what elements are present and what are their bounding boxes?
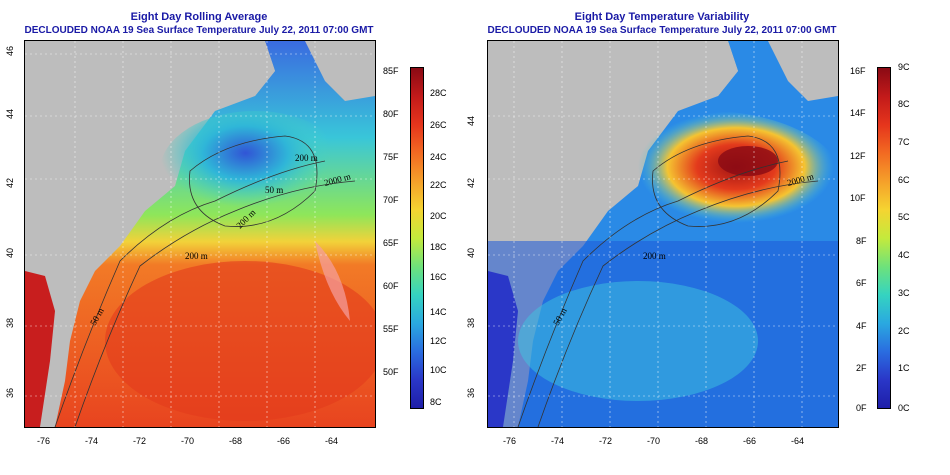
right-colorbar-f-16: 16F xyxy=(850,66,866,76)
left-colorbar-c-20: 20C xyxy=(430,211,447,221)
left-ytick-40: 40 xyxy=(5,247,16,259)
right-map-subtitle: DECLOUDED NOAA 19 Sea Surface Temperatur… xyxy=(487,25,837,36)
right-colorbar-c-9: 9C xyxy=(898,62,910,72)
left-colorbar-c-14: 14C xyxy=(430,307,447,317)
right-ytick-44: 44 xyxy=(466,115,477,127)
right-xtick-5: -68 xyxy=(695,436,709,446)
right-xtick-3: -72 xyxy=(599,436,613,446)
left-xtick-2: -74 xyxy=(85,436,99,446)
left-xtick-5: -68 xyxy=(229,436,243,446)
left-colorbar-c-18: 18C xyxy=(430,242,447,252)
right-colorbar-c-8: 8C xyxy=(898,99,910,109)
left-map-subtitle: DECLOUDED NOAA 19 Sea Surface Temperatur… xyxy=(24,25,374,36)
left-colorbar-c-24: 24C xyxy=(430,152,447,162)
right-ytick-40: 40 xyxy=(466,247,477,259)
left-colorbar-c-8: 8C xyxy=(430,397,442,407)
right-colorbar-c-5: 5C xyxy=(898,212,910,222)
right-colorbar-f-0: 0F xyxy=(856,403,867,413)
right-contour-label-200m: 200 m xyxy=(643,251,666,261)
left-xtick-4: -70 xyxy=(181,436,195,446)
left-colorbar-f-80: 80F xyxy=(383,109,399,119)
left-map-title: Eight Day Rolling Average xyxy=(130,11,268,23)
left-contour-label-200m-a: 200 m xyxy=(185,251,208,261)
right-ytick-36: 36 xyxy=(466,387,477,399)
right-xtick-1: -76 xyxy=(503,436,517,446)
left-colorbar-f-60: 60F xyxy=(383,281,399,291)
left-xtick-6: -66 xyxy=(277,436,291,446)
left-colorbar-f-65: 65F xyxy=(383,238,399,248)
right-colorbar-f-8: 8F xyxy=(856,236,867,246)
left-colorbar-f-75: 75F xyxy=(383,152,399,162)
right-colorbar-f-12: 12F xyxy=(850,151,866,161)
left-colorbar-c-28: 28C xyxy=(430,88,447,98)
right-map-graphic: 200 m 2000 m 50 m xyxy=(488,41,838,427)
right-colorbar-f-10: 10F xyxy=(850,193,866,203)
right-variability-map: 200 m 2000 m 50 m xyxy=(487,40,839,428)
left-colorbar-c-26: 26C xyxy=(430,120,447,130)
right-colorbar xyxy=(877,67,891,409)
right-xtick-6: -66 xyxy=(743,436,757,446)
right-ytick-42: 42 xyxy=(466,177,477,189)
right-colorbar-c-2: 2C xyxy=(898,326,910,336)
left-xtick-1: -76 xyxy=(37,436,51,446)
left-ytick-38: 38 xyxy=(5,317,16,329)
left-xtick-3: -72 xyxy=(133,436,147,446)
right-ytick-38: 38 xyxy=(466,317,477,329)
right-colorbar-f-14: 14F xyxy=(850,108,866,118)
right-colorbar-f-4: 4F xyxy=(856,321,867,331)
left-ytick-44: 44 xyxy=(5,108,16,120)
left-sst-map: 50 m 200 m 200 m 200 m 2000 m 50 m xyxy=(24,40,376,428)
right-colorbar-c-1: 1C xyxy=(898,363,910,373)
left-colorbar-c-12: 12C xyxy=(430,336,447,346)
left-map-graphic: 50 m 200 m 200 m 200 m 2000 m 50 m xyxy=(25,41,375,427)
left-colorbar xyxy=(410,67,424,409)
right-xtick-4: -70 xyxy=(647,436,661,446)
left-colorbar-f-55: 55F xyxy=(383,324,399,334)
left-ytick-46: 46 xyxy=(5,45,16,57)
left-ytick-36: 36 xyxy=(5,387,16,399)
left-colorbar-f-70: 70F xyxy=(383,195,399,205)
right-colorbar-c-3: 3C xyxy=(898,288,910,298)
right-colorbar-c-6: 6C xyxy=(898,175,910,185)
left-contour-label-200m-c: 200 m xyxy=(295,153,318,163)
right-colorbar-f-2: 2F xyxy=(856,363,867,373)
left-contour-label-50m-b: 50 m xyxy=(265,185,283,195)
right-colorbar-c-7: 7C xyxy=(898,137,910,147)
right-colorbar-f-6: 6F xyxy=(856,278,867,288)
left-ytick-42: 42 xyxy=(5,177,16,189)
right-colorbar-c-4: 4C xyxy=(898,250,910,260)
right-colorbar-c-0: 0C xyxy=(898,403,910,413)
right-map-title: Eight Day Temperature Variability xyxy=(574,11,750,23)
right-xtick-7: -64 xyxy=(791,436,805,446)
left-colorbar-f-50: 50F xyxy=(383,367,399,377)
left-colorbar-c-10: 10C xyxy=(430,365,447,375)
left-colorbar-f-85: 85F xyxy=(383,66,399,76)
left-colorbar-c-22: 22C xyxy=(430,180,447,190)
left-xtick-7: -64 xyxy=(325,436,339,446)
left-colorbar-c-16: 16C xyxy=(430,272,447,282)
right-xtick-2: -74 xyxy=(551,436,565,446)
